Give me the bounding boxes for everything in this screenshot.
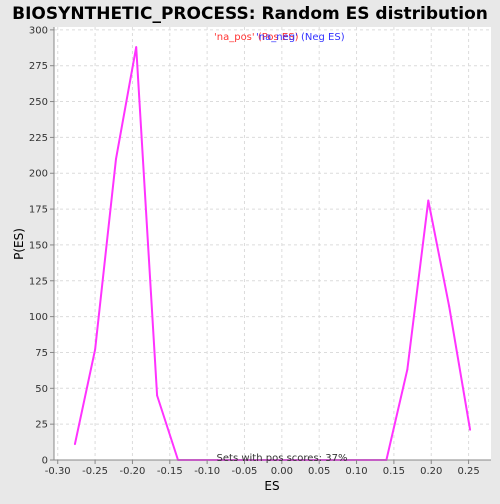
x-tick-label: 0.00 xyxy=(271,466,293,477)
x-axis-label: ES xyxy=(264,479,279,493)
x-tick-label: -0.20 xyxy=(119,466,145,477)
y-tick-label: 225 xyxy=(29,133,48,144)
x-tick-label: 0.05 xyxy=(308,466,330,477)
y-tick-label: 250 xyxy=(29,97,48,108)
x-tick-label: -0.30 xyxy=(45,466,71,477)
legend-pos: 'na_pos' (Pos ES) xyxy=(214,32,299,43)
data-point xyxy=(156,394,158,397)
pos-scores-annotation: Sets with pos scores: 37% xyxy=(217,453,348,464)
x-tick-label: -0.05 xyxy=(232,466,258,477)
x-tick-label: 0.15 xyxy=(383,466,405,477)
x-tick-label: 0.10 xyxy=(345,466,367,477)
y-tick-label: 300 xyxy=(29,25,48,36)
y-tick-label: 275 xyxy=(29,61,48,72)
x-tick-label: 0.25 xyxy=(457,466,479,477)
chart-title: BIOSYNTHETIC_PROCESS: Random ES distribu… xyxy=(12,4,488,24)
data-point xyxy=(427,199,430,202)
data-point xyxy=(135,46,138,48)
y-tick-label: 175 xyxy=(29,205,48,216)
plot-area xyxy=(54,27,491,460)
x-tick-label: -0.15 xyxy=(157,466,183,477)
x-tick-label: -0.10 xyxy=(194,466,220,477)
y-tick-label: 50 xyxy=(35,384,48,395)
y-tick-label: 125 xyxy=(29,276,48,287)
y-axis-label: P(ES) xyxy=(12,228,26,260)
legend-neg: 'na_neg' (Neg ES) xyxy=(256,32,345,43)
data-point xyxy=(94,348,96,351)
y-tick-label: 0 xyxy=(42,456,48,467)
x-tick-label: -0.25 xyxy=(82,466,108,477)
x-ticks: -0.30 -0.25 -0.20 -0.15 -0.10 -0.05 0.00 0.05 0.… xyxy=(45,460,480,477)
data-point xyxy=(469,428,471,431)
x-tick-label: 0.20 xyxy=(420,466,442,477)
y-tick-label: 25 xyxy=(35,420,48,431)
y-tick-label: 75 xyxy=(35,348,48,359)
data-point xyxy=(74,443,76,446)
data-point xyxy=(406,368,409,371)
data-point xyxy=(115,158,117,160)
y-tick-label: 100 xyxy=(29,312,48,323)
data-point xyxy=(448,305,451,308)
y-tick-label: 150 xyxy=(29,240,48,251)
y-tick-label: 200 xyxy=(29,169,48,180)
y-ticks: 0 25 50 75 100 125 150 175 200 225 250 275 300 xyxy=(29,25,54,467)
